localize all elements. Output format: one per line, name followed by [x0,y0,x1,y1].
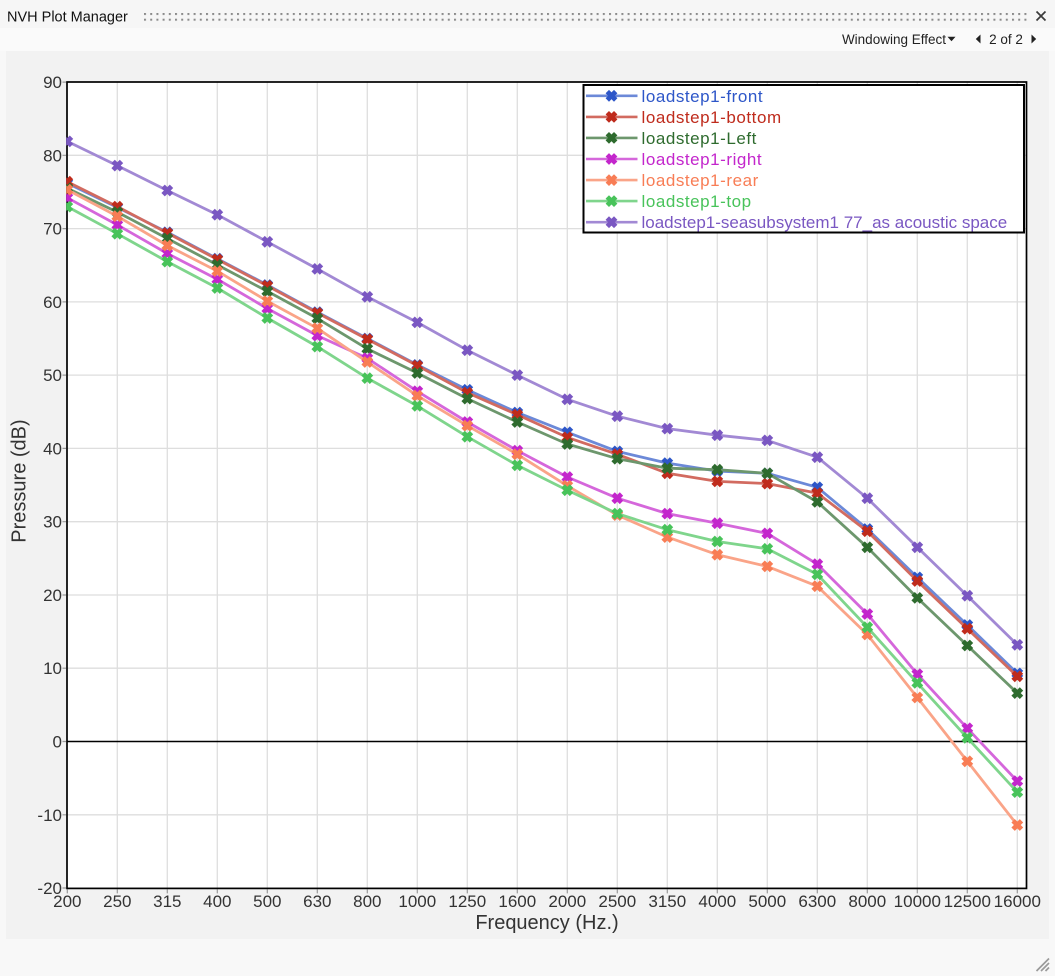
svg-text:200: 200 [53,892,81,911]
svg-text:60: 60 [43,293,62,312]
svg-text:500: 500 [253,892,281,911]
svg-text:40: 40 [43,439,62,458]
svg-text:loadstep1-top: loadstep1-top [642,192,752,211]
svg-text:30: 30 [43,513,62,532]
svg-text:3150: 3150 [648,892,686,911]
svg-text:250: 250 [103,892,131,911]
svg-text:12500: 12500 [944,892,991,911]
svg-text:2000: 2000 [548,892,586,911]
svg-text:10: 10 [43,659,62,678]
svg-text:5000: 5000 [748,892,786,911]
svg-text:50: 50 [43,366,62,385]
svg-text:loadstep1-right: loadstep1-right [642,150,763,169]
svg-text:loadstep1-rear: loadstep1-rear [642,171,759,190]
svg-text:loadstep1-front: loadstep1-front [642,87,764,106]
svg-text:630: 630 [303,892,331,911]
svg-text:4000: 4000 [698,892,736,911]
svg-text:70: 70 [43,220,62,239]
svg-text:10000: 10000 [894,892,941,911]
svg-text:400: 400 [203,892,231,911]
svg-text:20: 20 [43,586,62,605]
svg-text:2 of 2: 2 of 2 [989,32,1023,47]
svg-text:Pressure (dB): Pressure (dB) [9,419,31,542]
svg-text:800: 800 [353,892,381,911]
svg-text:1600: 1600 [498,892,536,911]
svg-text:Frequency (Hz.): Frequency (Hz.) [475,912,618,934]
svg-text:loadstep1-Left: loadstep1-Left [642,129,757,148]
svg-text:loadstep1-bottom: loadstep1-bottom [642,108,782,127]
svg-text:1000: 1000 [398,892,436,911]
svg-text:90: 90 [43,73,62,92]
svg-text:80: 80 [43,146,62,165]
svg-text:NVH Plot Manager: NVH Plot Manager [7,10,128,26]
svg-text:-20: -20 [37,879,62,898]
svg-text:0: 0 [53,733,62,752]
svg-text:8000: 8000 [848,892,886,911]
svg-text:1250: 1250 [448,892,486,911]
svg-text:6300: 6300 [798,892,836,911]
svg-text:loadstep1-seasubsystem1 77_as: loadstep1-seasubsystem1 77_as acoustic s… [642,213,1008,232]
svg-text:-10: -10 [37,806,62,825]
svg-text:315: 315 [153,892,181,911]
svg-text:16000: 16000 [994,892,1041,911]
svg-text:Windowing Effect: Windowing Effect [842,32,946,47]
svg-text:2500: 2500 [598,892,636,911]
